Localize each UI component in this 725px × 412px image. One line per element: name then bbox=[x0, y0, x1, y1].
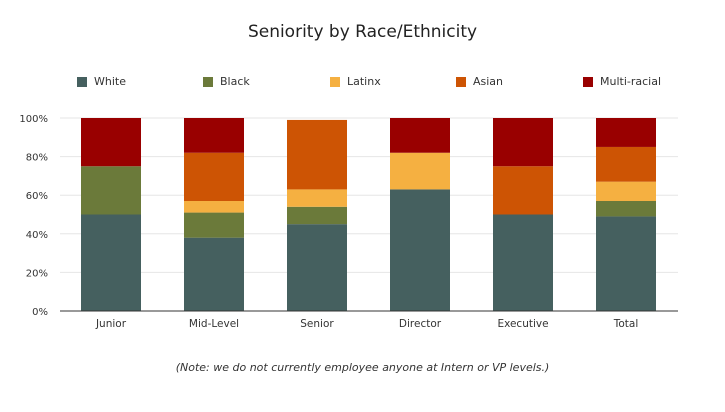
bar-segment-multi-racial bbox=[390, 118, 450, 153]
legend-label: Asian bbox=[473, 75, 504, 88]
y-tick-label: 40% bbox=[26, 230, 48, 241]
legend-item: Asian bbox=[456, 75, 503, 88]
x-tick-label: Total bbox=[613, 318, 639, 330]
bar-segment-multi-racial bbox=[81, 118, 141, 167]
y-tick-label: 60% bbox=[26, 191, 48, 202]
chart-note: (Note: we do not currently employee anyo… bbox=[175, 361, 550, 374]
legend-item: Latinx bbox=[330, 75, 381, 88]
bar-segment-asian bbox=[184, 152, 244, 201]
x-tick-label: Executive bbox=[497, 318, 548, 330]
legend-swatch bbox=[456, 76, 466, 87]
bar-segment-black bbox=[596, 200, 656, 217]
bar-segment-latinx bbox=[390, 152, 450, 190]
x-tick-label: Mid-Level bbox=[189, 318, 239, 330]
x-tick-label: Junior bbox=[95, 318, 127, 330]
bar-segment-black bbox=[287, 206, 347, 225]
legend-label: White bbox=[94, 75, 126, 88]
bar-segment-latinx bbox=[596, 181, 656, 201]
x-tick-label: Senior bbox=[300, 318, 334, 330]
legend-label: Multi-racial bbox=[600, 75, 662, 88]
legend-item: Black bbox=[203, 75, 250, 88]
bar-segment-multi-racial bbox=[493, 118, 553, 167]
bar-segment-asian bbox=[493, 166, 553, 215]
legend-item: Multi-racial bbox=[583, 75, 661, 88]
legend-label: Black bbox=[220, 75, 250, 88]
bar-segment-latinx bbox=[287, 189, 347, 207]
bar-segment-multi-racial bbox=[184, 118, 244, 153]
y-tick-label: 80% bbox=[26, 153, 48, 164]
bar-segment-asian bbox=[596, 146, 656, 182]
legend-swatch bbox=[330, 76, 340, 87]
legend-swatch bbox=[77, 76, 87, 87]
bar-segment-latinx bbox=[184, 200, 244, 213]
chart-legend: White Black Latinx Asian Multi-racial bbox=[0, 75, 725, 91]
x-tick-label: Director bbox=[399, 318, 442, 330]
legend-label: Latinx bbox=[347, 75, 381, 88]
legend-swatch bbox=[203, 76, 213, 87]
bar-segment-white bbox=[81, 214, 141, 311]
bar-segment-white bbox=[390, 189, 450, 311]
bar-segment-asian bbox=[287, 119, 347, 190]
chart-title: Seniority by Race/Ethnicity bbox=[247, 22, 478, 42]
y-tick-label: 20% bbox=[26, 268, 48, 279]
y-tick-label: 100% bbox=[19, 114, 48, 125]
y-tick-label: 0% bbox=[32, 307, 48, 318]
bar-segment-black bbox=[184, 212, 244, 238]
bar-segment-multi-racial bbox=[596, 118, 656, 147]
bar-segment-black bbox=[81, 166, 141, 215]
bar-segment-white bbox=[287, 224, 347, 311]
bar-segment-white bbox=[493, 214, 553, 311]
legend-item: White bbox=[77, 75, 126, 88]
legend-swatch bbox=[583, 76, 593, 87]
bar-segment-white bbox=[184, 237, 244, 311]
bar-segment-white bbox=[596, 216, 656, 311]
